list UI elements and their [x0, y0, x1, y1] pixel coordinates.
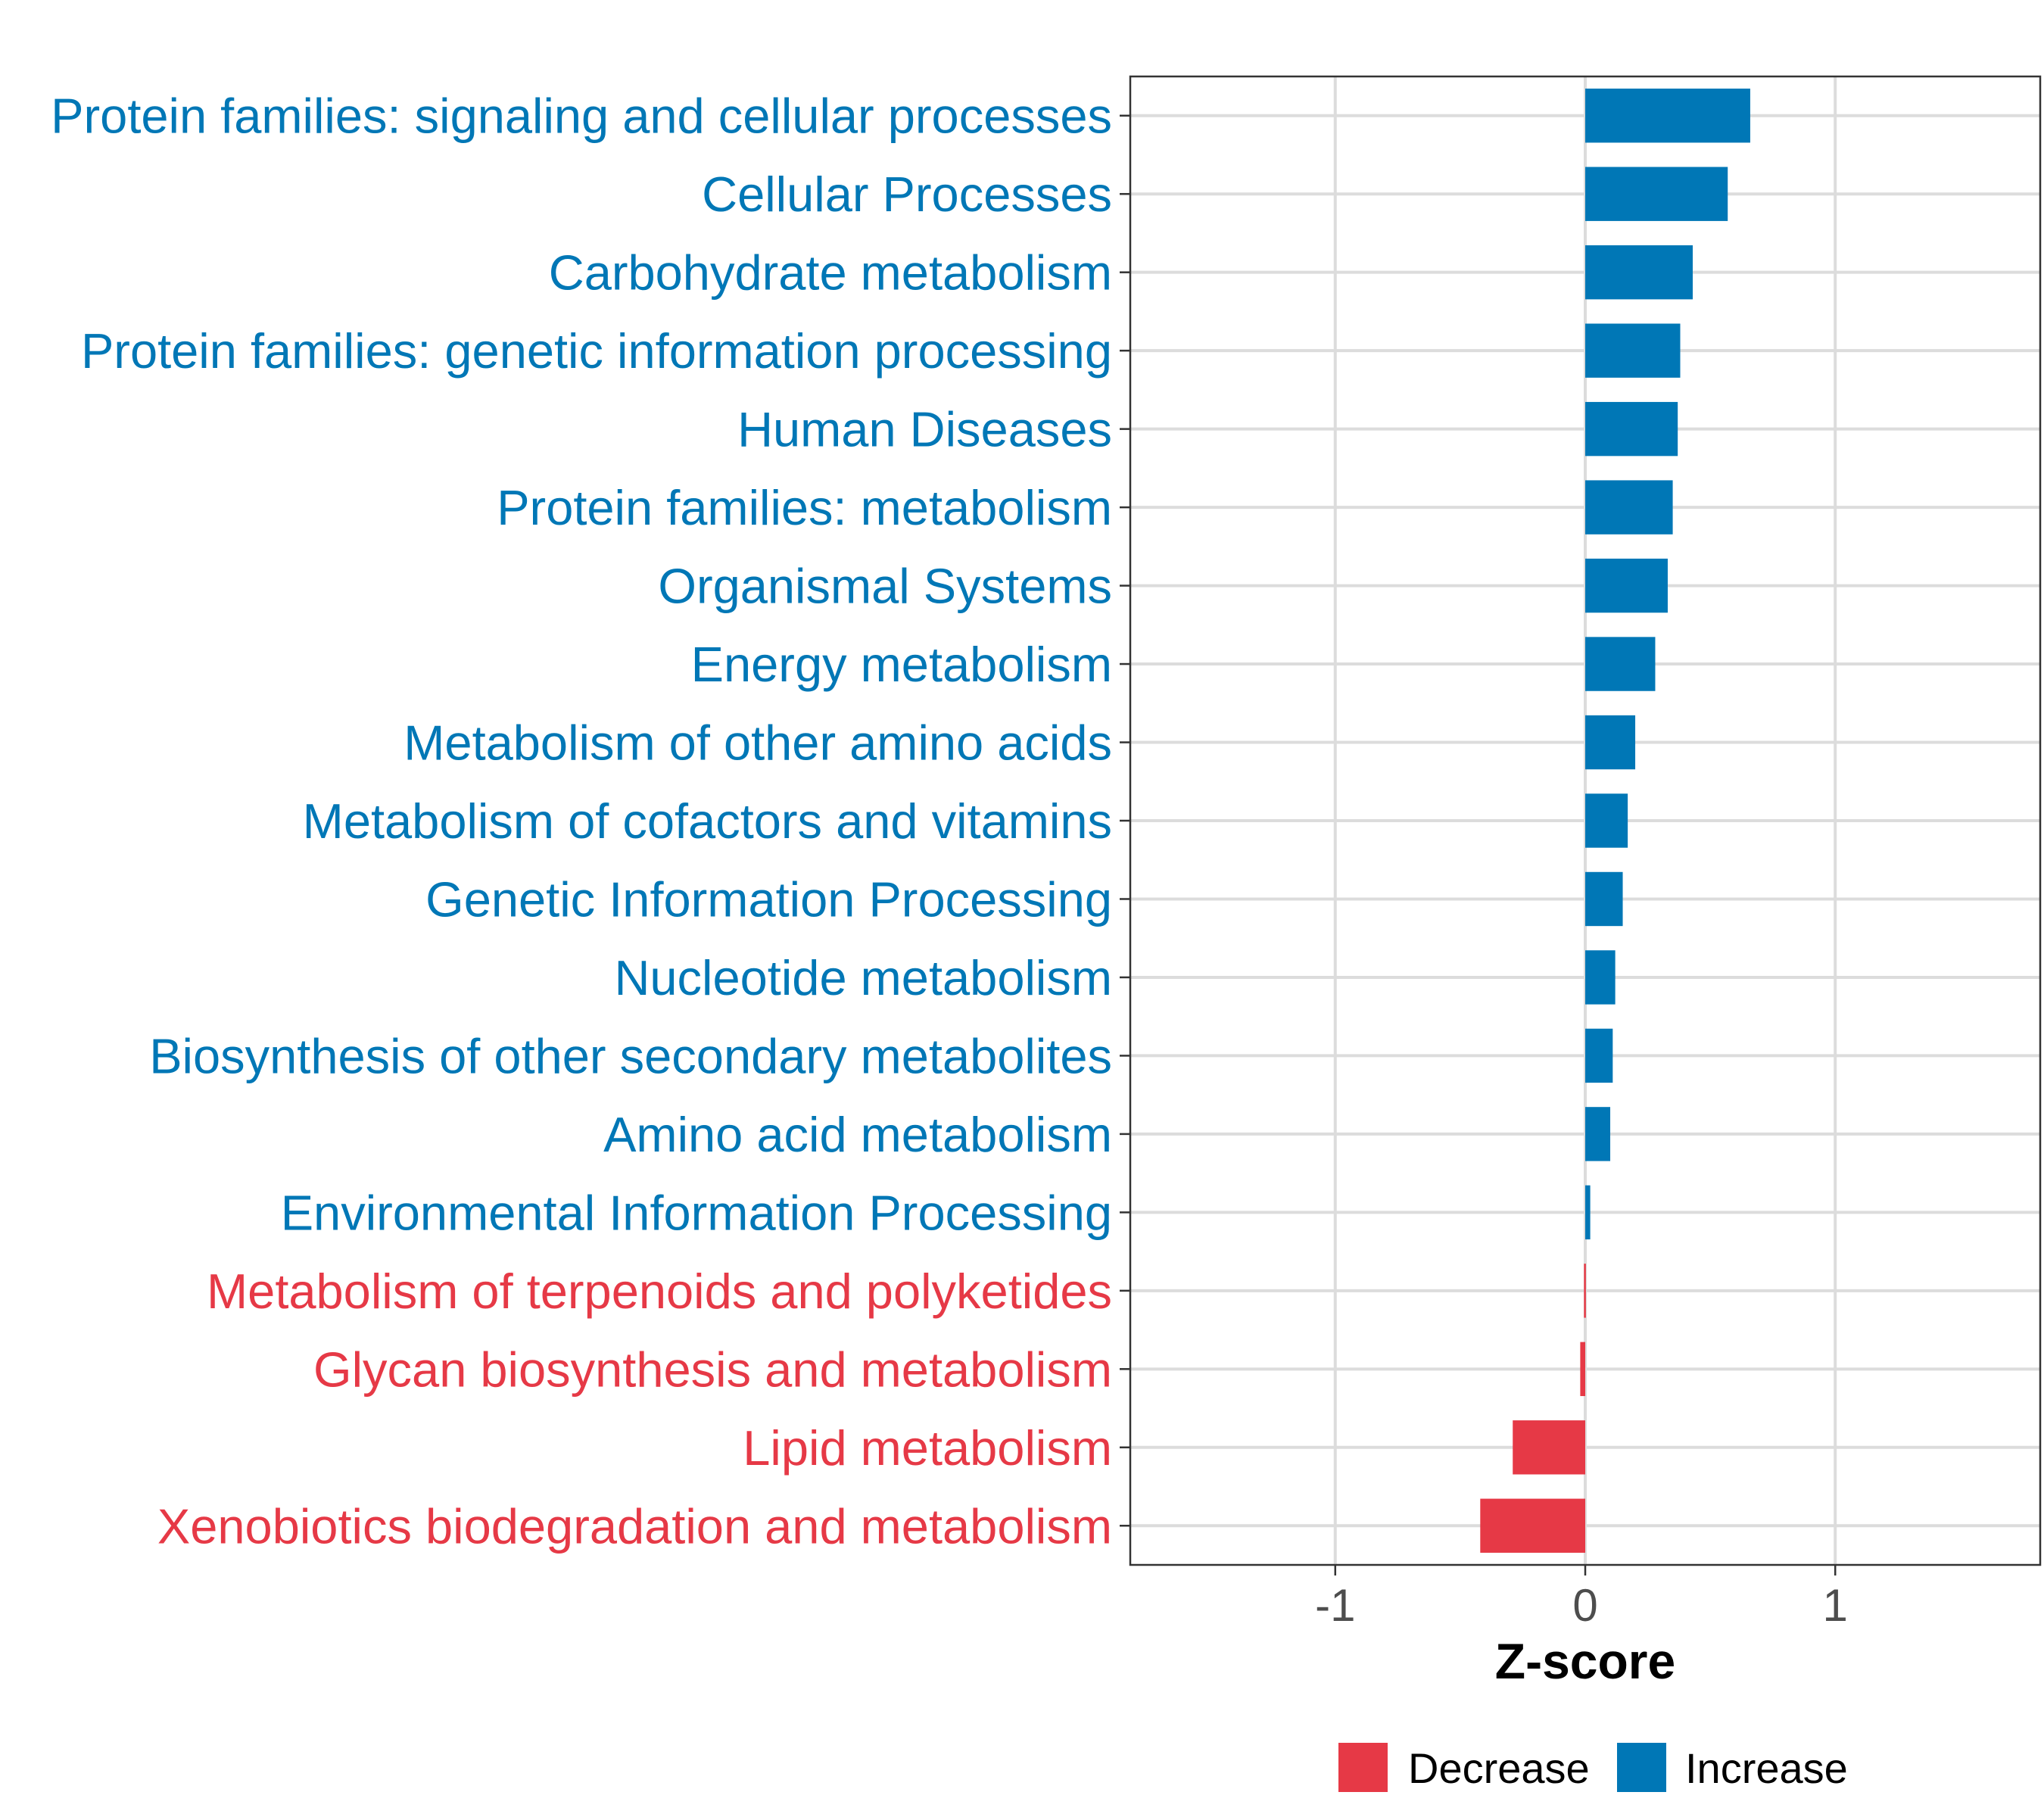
y-axis-ticks [1120, 114, 1130, 1527]
category-label-12: Biosynthesis of other secondary metaboli… [149, 1028, 1112, 1083]
category-label-8: Metabolism of other amino acids [404, 715, 1112, 771]
bar-11 [1585, 950, 1616, 1005]
bar-9 [1585, 793, 1628, 848]
category-label-7: Energy metabolism [691, 637, 1112, 692]
bar-12 [1585, 1028, 1613, 1083]
legend-swatch-increase [1617, 1743, 1666, 1792]
legend: Decrease Increase [1338, 1743, 1848, 1792]
category-label-13: Amino acid metabolism [603, 1107, 1112, 1162]
category-label-10: Genetic Information Processing [425, 871, 1112, 927]
bar-8 [1585, 715, 1636, 770]
category-label-17: Lipid metabolism [743, 1420, 1112, 1476]
x-axis-title: Z-score [1495, 1633, 1675, 1689]
legend-label-decrease: Decrease [1408, 1744, 1590, 1792]
bar-2 [1585, 245, 1693, 300]
bar-1 [1585, 167, 1728, 221]
legend-swatch-decrease [1338, 1743, 1388, 1792]
category-label-0: Protein families: signaling and cellular… [51, 89, 1112, 144]
bar-18 [1480, 1498, 1585, 1553]
category-labels: Protein families: signaling and cellular… [51, 89, 1112, 1554]
bar-14 [1585, 1185, 1591, 1240]
bar-13 [1585, 1107, 1611, 1161]
bar-3 [1585, 323, 1681, 378]
bar-7 [1585, 637, 1656, 691]
category-label-4: Human Diseases [737, 402, 1112, 457]
x-tick-label-0: -1 [1315, 1580, 1355, 1631]
bar-0 [1585, 89, 1750, 143]
category-label-5: Protein families: metabolism [497, 480, 1112, 535]
bar-6 [1585, 558, 1668, 613]
x-tick-label-2: 1 [1823, 1580, 1848, 1631]
x-axis-ticks: -1 0 1 [1315, 1565, 1848, 1631]
category-label-3: Protein families: genetic information pr… [81, 323, 1112, 379]
category-label-14: Environmental Information Processing [281, 1185, 1112, 1240]
bar-16 [1580, 1342, 1585, 1397]
category-label-11: Nucleotide metabolism [614, 950, 1112, 1005]
bar-5 [1585, 480, 1673, 535]
bar-15 [1584, 1264, 1586, 1318]
x-tick-label-1: 0 [1572, 1580, 1597, 1631]
bar-10 [1585, 871, 1623, 927]
category-label-9: Metabolism of cofactors and vitamins [303, 793, 1112, 849]
category-label-16: Glycan biosynthesis and metabolism [313, 1342, 1112, 1397]
category-label-2: Carbohydrate metabolism [549, 245, 1112, 301]
category-label-1: Cellular Processes [702, 167, 1112, 222]
bars [1480, 89, 1750, 1553]
category-label-18: Xenobiotics biodegradation and metabolis… [157, 1498, 1112, 1554]
bar-17 [1513, 1420, 1585, 1475]
bar-4 [1585, 401, 1678, 457]
legend-label-increase: Increase [1685, 1744, 1848, 1792]
category-label-15: Metabolism of terpenoids and polyketides [207, 1264, 1112, 1319]
category-label-6: Organismal Systems [658, 559, 1112, 614]
